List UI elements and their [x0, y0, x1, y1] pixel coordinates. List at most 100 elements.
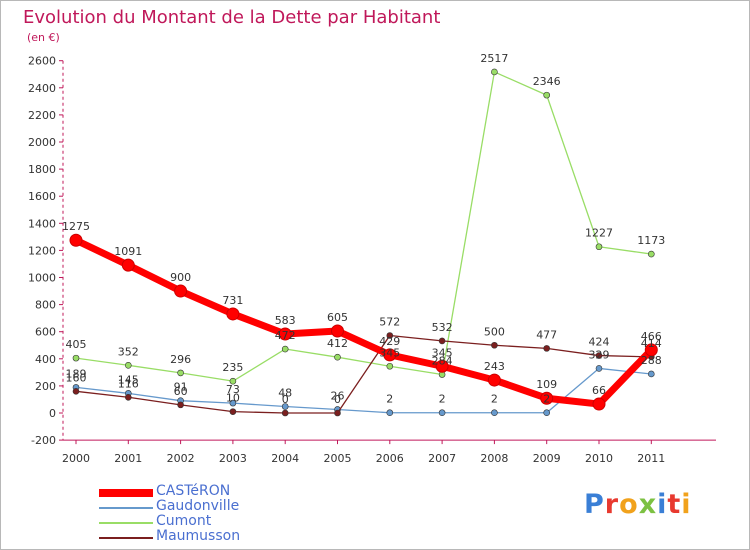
y-tick-label: 2400: [28, 82, 56, 95]
legend-swatch: [99, 489, 153, 497]
data-point: [281, 345, 289, 353]
y-tick-label: 2200: [28, 109, 56, 122]
data-label: 472: [275, 329, 296, 342]
data-point: [595, 352, 603, 359]
data-point: [438, 409, 446, 417]
data-point: [491, 341, 498, 349]
data-point: [177, 401, 184, 409]
data-label: 329: [589, 348, 610, 361]
data-point: [125, 362, 132, 369]
data-label: 405: [66, 338, 87, 351]
data-point: [177, 369, 184, 377]
x-tick-label: 2003: [219, 452, 247, 465]
data-point: [334, 353, 341, 361]
series-line-gaudonville: [75, 367, 652, 414]
data-label: 145: [118, 373, 139, 386]
data-label: 731: [222, 294, 243, 307]
data-label: 605: [327, 311, 348, 324]
series-line-maumusson: [75, 334, 652, 414]
data-label: 424: [589, 336, 610, 349]
data-label: 414: [641, 337, 662, 350]
data-label: 91: [174, 381, 188, 394]
y-tick-label: 1000: [28, 272, 56, 285]
data-point: [386, 332, 394, 339]
legend-label: Maumusson: [156, 528, 241, 544]
chart-subtitle: (en €): [27, 31, 60, 44]
data-point: [174, 284, 188, 298]
data-label: 288: [641, 354, 662, 367]
data-point: [644, 343, 658, 357]
data-label: 116: [118, 377, 139, 390]
data-label: 296: [170, 353, 191, 366]
x-tick-label: 2007: [428, 452, 456, 465]
data-point: [229, 408, 237, 415]
data-label: 48: [278, 386, 292, 399]
data-label: 2517: [480, 52, 508, 65]
data-point: [281, 403, 289, 410]
data-point: [491, 68, 498, 76]
y-tick-label: 600: [35, 326, 56, 339]
data-labels: 189 145 91 73 48 26 2 2 2 2 329 288 405 352 296 235 472 4…: [62, 52, 665, 406]
data-point: [386, 409, 394, 417]
x-tick-label: 2000: [62, 452, 90, 465]
y-tick-label: 1200: [28, 244, 56, 257]
y-tick-label: 2600: [28, 55, 56, 68]
data-label: 572: [379, 315, 400, 328]
y-tick-label: 1800: [28, 163, 56, 176]
y-tick-label: 800: [35, 299, 56, 312]
data-point: [487, 373, 501, 387]
data-point: [334, 409, 341, 417]
data-point: [383, 348, 397, 362]
data-label: 73: [226, 383, 240, 396]
data-label: 26: [331, 389, 345, 402]
data-label: 2: [543, 393, 550, 406]
data-label: 66: [592, 384, 606, 397]
data-label: 243: [484, 360, 505, 373]
legend-label: Cumont: [156, 513, 212, 529]
x-tick-label: 2009: [533, 452, 561, 465]
data-label: 1173: [637, 234, 665, 247]
data-label: 532: [432, 321, 453, 334]
data-point: [543, 345, 551, 352]
data-label: 500: [484, 325, 505, 338]
data-label: 583: [275, 314, 296, 327]
data-label: 429: [379, 335, 400, 348]
data-point: [491, 409, 498, 417]
data-label: 1227: [585, 227, 613, 240]
x-tick-label: 2001: [114, 452, 142, 465]
data-point: [278, 327, 292, 341]
axes: -200020040060080010001200140016001800200…: [28, 55, 716, 465]
data-point: [72, 354, 80, 362]
legend-label: CASTéRON: [156, 483, 231, 499]
proxiti-logo: Proxiti: [584, 489, 692, 520]
y-tick-label: 0: [49, 407, 56, 420]
series-layer: [69, 68, 658, 417]
data-label: 345: [379, 346, 400, 359]
data-label: 412: [327, 337, 348, 350]
data-point: [281, 409, 289, 417]
x-tick-label: 2002: [167, 452, 195, 465]
legend-swatch: [99, 507, 153, 509]
data-label: 2: [439, 393, 446, 406]
data-label: 0: [282, 393, 289, 406]
data-point: [229, 399, 237, 407]
data-label: 235: [222, 361, 243, 374]
y-tick-label: -200: [31, 434, 56, 447]
x-tick-label: 2010: [585, 452, 613, 465]
data-point: [386, 362, 394, 370]
data-point: [438, 337, 446, 345]
y-tick-label: 200: [35, 380, 56, 393]
data-point: [121, 258, 135, 272]
data-point: [226, 307, 240, 321]
data-point: [435, 359, 449, 373]
data-label: 2: [386, 393, 393, 406]
data-label: 60: [174, 385, 188, 398]
data-point: [595, 365, 603, 372]
data-label: 189: [66, 367, 87, 380]
y-tick-label: 400: [35, 353, 56, 366]
data-point: [543, 91, 551, 99]
data-point: [69, 233, 83, 247]
y-tick-label: 2000: [28, 136, 56, 149]
legend-swatch: [99, 537, 153, 539]
data-label: 284: [432, 355, 453, 368]
